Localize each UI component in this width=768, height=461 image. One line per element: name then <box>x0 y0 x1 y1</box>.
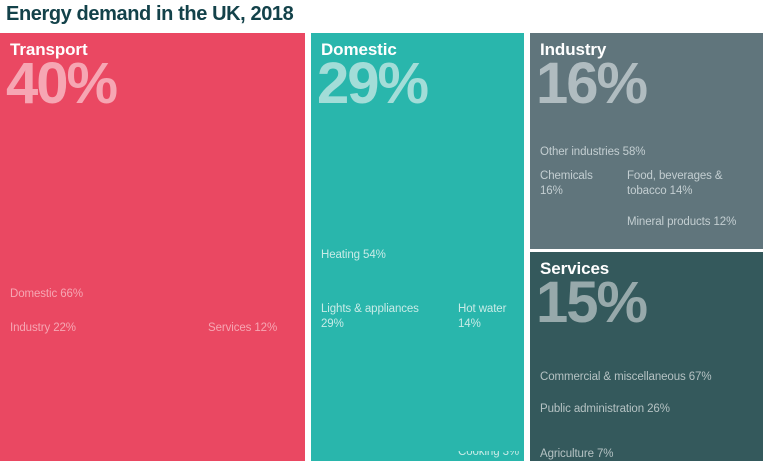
cell-label: Industry 22% <box>10 322 76 334</box>
treemap-cell-services-agriculture[interactable]: Agriculture 7% <box>530 443 763 461</box>
treemap-cell-industry-chemicals[interactable]: Chemicals 16% <box>530 162 615 249</box>
group-value-services: 15% <box>536 270 648 335</box>
treemap-chart: Transport 40% Domestic 66% Industry 22% … <box>0 33 768 461</box>
treemap-cell-industry-mineral-products[interactable]: Mineral products 12% <box>617 208 763 249</box>
cell-label: Heating 54% <box>321 249 386 261</box>
cell-label: Hot water 14% <box>458 303 507 330</box>
cell-label: Mineral products 12% <box>627 216 737 228</box>
group-value-industry: 16% <box>536 51 648 116</box>
cell-label: Chemicals 16% <box>540 170 593 197</box>
page-title: Energy demand in the UK, 2018 <box>6 3 294 25</box>
group-value-domestic: 29% <box>317 51 429 116</box>
treemap-cell-domestic-lights-appliances[interactable]: Lights & appliances 29% <box>311 295 446 461</box>
cell-label: Commercial & miscellaneous 67% <box>540 371 712 383</box>
cell-label: Food, beverages & tobacco 14% <box>627 170 723 197</box>
treemap-cell-transport-industry[interactable]: Industry 22% <box>0 314 196 461</box>
cell-label: Agriculture 7% <box>540 448 614 460</box>
group-label-services: Services <box>540 259 610 278</box>
treemap-cell-domestic-cooking[interactable]: Cooking 3% <box>448 451 524 461</box>
treemap-cell-transport-domestic[interactable]: Domestic 66% <box>0 280 305 312</box>
treemap-cell-industry-food-beverages-tobacco[interactable]: Food, beverages & tobacco 14% <box>617 162 763 206</box>
group-label-transport: Transport <box>10 40 88 59</box>
treemap-cell-services-commercial[interactable]: Commercial & miscellaneous 67% <box>530 363 763 393</box>
cell-label: Other industries 58% <box>540 146 646 158</box>
treemap-cell-transport-services[interactable]: Services 12% <box>198 314 305 461</box>
cell-label: Cooking 3% <box>458 451 520 458</box>
cell-label: Services 12% <box>208 322 278 334</box>
treemap-cell-services-public-administration[interactable]: Public administration 26% <box>530 395 763 441</box>
group-label-industry: Industry <box>540 40 607 59</box>
cell-label: Public administration 26% <box>540 403 670 415</box>
cell-label: Domestic 66% <box>10 288 83 300</box>
treemap-cell-domestic-hot-water[interactable]: Hot water 14% <box>448 295 524 449</box>
group-label-domestic: Domestic <box>321 40 397 59</box>
group-value-transport: 40% <box>6 51 118 116</box>
treemap-cell-industry-other[interactable]: Other industries 58% <box>530 138 763 160</box>
cell-label: Lights & appliances 29% <box>321 303 419 330</box>
treemap-cell-domestic-heating[interactable]: Heating 54% <box>311 241 524 293</box>
